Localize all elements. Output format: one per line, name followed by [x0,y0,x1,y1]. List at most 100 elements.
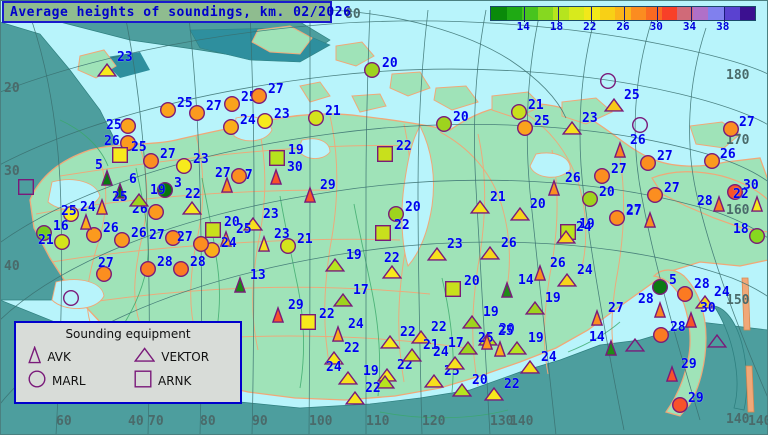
station-marker-nodata[interactable] [624,337,646,353]
station-marker-nodata[interactable] [706,333,728,349]
station-marker[interactable] [100,168,114,187]
station-marker[interactable] [457,340,479,356]
station-marker[interactable] [671,396,689,414]
station-marker[interactable] [279,237,297,255]
station-marker[interactable] [95,197,109,216]
station-marker-nodata[interactable] [62,289,80,307]
station-marker[interactable] [257,234,271,253]
station-marker[interactable] [172,260,190,278]
station-marker[interactable] [643,210,657,229]
station-marker[interactable] [113,181,127,200]
station-marker[interactable] [62,205,80,223]
station-marker[interactable] [493,339,507,358]
station-marker[interactable] [119,117,137,135]
station-marker[interactable] [483,386,505,402]
station-marker[interactable] [242,216,264,232]
station-marker[interactable] [331,324,345,343]
station-marker[interactable] [256,112,274,130]
station-marker[interactable] [556,272,578,288]
station-marker[interactable] [307,109,325,127]
station-marker[interactable] [332,292,354,308]
station-marker[interactable] [181,200,203,216]
station-marker[interactable] [156,181,174,199]
station-marker[interactable] [205,222,222,239]
station-marker[interactable] [509,206,531,222]
station-marker-nodata[interactable] [18,179,35,196]
station-marker-nodata[interactable] [631,116,649,134]
station-marker[interactable] [451,382,473,398]
station-marker[interactable] [300,314,317,331]
station-marker[interactable] [652,326,670,344]
station-marker[interactable] [324,257,346,273]
station-marker[interactable] [223,95,241,113]
station-marker[interactable] [271,305,285,324]
station-marker[interactable] [85,226,103,244]
station-marker[interactable] [363,61,381,79]
station-marker[interactable] [444,355,466,371]
station-marker[interactable] [128,192,150,208]
station-marker[interactable] [188,104,206,122]
station-marker[interactable] [547,178,561,197]
station-marker-nodata[interactable] [599,72,617,90]
station-marker[interactable] [694,294,716,310]
station-marker[interactable] [748,227,766,245]
station-marker[interactable] [159,101,177,119]
station-marker[interactable] [461,314,483,330]
station-marker[interactable] [469,199,491,215]
station-marker[interactable] [381,264,403,280]
station-marker[interactable] [423,373,445,389]
station-marker[interactable] [230,167,248,185]
station-marker[interactable] [35,224,53,242]
station-marker[interactable] [112,147,129,164]
station-marker[interactable] [222,118,240,136]
station-marker[interactable] [603,97,625,113]
station-marker[interactable] [374,374,396,390]
station-marker[interactable] [555,229,577,245]
station-marker[interactable] [665,364,679,383]
station-marker[interactable] [175,157,193,175]
station-marker[interactable] [480,332,494,351]
station-marker[interactable] [676,285,694,303]
station-marker[interactable] [337,370,359,386]
station-marker[interactable] [639,154,657,172]
station-marker[interactable] [524,300,546,316]
station-marker[interactable] [142,152,160,170]
station-marker[interactable] [750,194,764,213]
station-marker[interactable] [164,229,182,247]
station-marker[interactable] [139,260,157,278]
station-marker[interactable] [95,265,113,283]
station-marker[interactable] [387,205,405,223]
station-marker[interactable] [593,167,611,185]
station-marker[interactable] [79,212,93,231]
station-marker[interactable] [651,278,669,296]
station-marker[interactable] [233,275,247,294]
station-marker[interactable] [303,185,317,204]
station-marker[interactable] [426,246,448,262]
station-marker[interactable] [500,280,514,299]
station-marker[interactable] [435,115,453,133]
station-marker[interactable] [726,183,744,201]
station-marker[interactable] [479,245,501,261]
station-marker[interactable] [712,194,726,213]
station-marker[interactable] [561,120,583,136]
station-marker[interactable] [379,334,401,350]
station-marker[interactable] [506,340,528,356]
station-marker[interactable] [722,120,740,138]
station-marker[interactable] [53,233,71,251]
station-marker[interactable] [703,152,721,170]
station-marker[interactable] [653,300,667,319]
station-marker[interactable] [113,231,131,249]
station-marker[interactable] [684,310,698,329]
station-marker[interactable] [590,308,604,327]
station-marker[interactable] [219,229,233,248]
station-marker[interactable] [220,175,234,194]
station-marker[interactable] [410,329,432,345]
station-marker[interactable] [269,150,286,167]
station-marker[interactable] [96,62,118,78]
station-marker[interactable] [250,87,268,105]
station-marker[interactable] [516,119,534,137]
station-marker[interactable] [147,203,165,221]
station-marker[interactable] [401,347,423,363]
station-marker[interactable] [613,140,627,159]
station-marker[interactable] [375,225,392,242]
